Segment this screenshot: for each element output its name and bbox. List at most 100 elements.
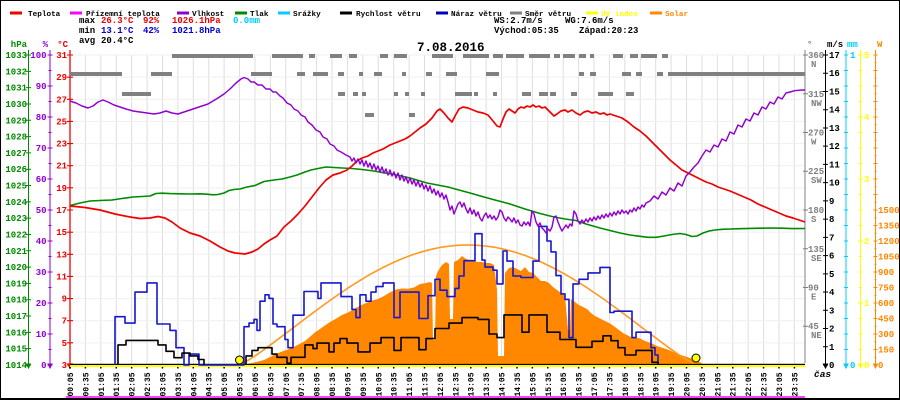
svg-text:01:05: 01:05 [98, 372, 107, 396]
svg-text:14:35: 14:35 [514, 372, 523, 396]
svg-text:3: 3 [62, 361, 67, 371]
svg-text:UV index: UV index [601, 11, 638, 19]
svg-text:225: 225 [808, 167, 824, 177]
svg-text:22:05: 22:05 [745, 372, 754, 396]
svg-text:04:05: 04:05 [190, 372, 199, 396]
svg-text:19: 19 [56, 184, 67, 194]
svg-text:03:05: 03:05 [160, 372, 169, 396]
svg-text:°: ° [807, 40, 812, 50]
svg-text:1016: 1016 [5, 328, 27, 338]
svg-text:17: 17 [56, 206, 67, 216]
svg-text:5: 5 [829, 270, 834, 280]
svg-text:15: 15 [829, 88, 840, 98]
svg-text:150: 150 [878, 346, 894, 356]
svg-text:05:35: 05:35 [237, 372, 246, 396]
svg-text:1019: 1019 [5, 279, 27, 289]
svg-text:1030: 1030 [5, 100, 27, 110]
svg-text:09:05: 09:05 [344, 372, 353, 396]
svg-text:13: 13 [56, 250, 67, 260]
svg-text:hPa: hPa [11, 40, 28, 50]
svg-text:Směr větru: Směr větru [525, 11, 572, 19]
svg-text:50: 50 [36, 206, 47, 216]
svg-text:00:05: 00:05 [67, 372, 76, 396]
svg-text:20:35: 20:35 [699, 372, 708, 396]
svg-text:0: 0 [41, 361, 46, 371]
svg-text:15:05: 15:05 [529, 372, 538, 396]
svg-text:21: 21 [56, 162, 67, 172]
svg-text:03:35: 03:35 [175, 372, 184, 396]
svg-text:15:35: 15:35 [545, 372, 554, 396]
svg-text:29: 29 [56, 73, 67, 83]
svg-text:1: 1 [829, 343, 835, 353]
svg-text:E: E [811, 293, 817, 303]
svg-text:3: 3 [829, 306, 834, 316]
svg-text:07:05: 07:05 [283, 372, 292, 396]
svg-text:42%: 42% [143, 26, 160, 36]
svg-text:Rychlost větru: Rychlost větru [356, 11, 421, 19]
svg-text:Východ:05:35: Východ:05:35 [494, 26, 559, 36]
svg-text:°C: °C [57, 40, 68, 50]
svg-text:13: 13 [829, 124, 840, 134]
svg-text:4: 4 [829, 288, 835, 298]
svg-text:1350: 1350 [878, 222, 900, 232]
svg-text:11: 11 [829, 160, 840, 170]
svg-text:Přízemní teplota: Přízemní teplota [86, 11, 160, 19]
svg-text:1: 1 [864, 299, 870, 309]
svg-text:17: 17 [829, 51, 840, 61]
svg-text:23: 23 [56, 140, 67, 150]
svg-text:180: 180 [808, 206, 824, 216]
svg-text:5: 5 [62, 339, 67, 349]
svg-text:Srážky: Srážky [293, 11, 321, 19]
svg-text:3: 3 [864, 175, 869, 185]
svg-text:45: 45 [808, 322, 819, 332]
svg-text:270: 270 [808, 129, 824, 139]
svg-text:W: W [811, 138, 817, 148]
svg-text:1024: 1024 [5, 198, 27, 208]
svg-text:0: 0 [878, 361, 883, 371]
svg-text:7: 7 [829, 233, 834, 243]
svg-text:15: 15 [56, 228, 67, 238]
svg-text:18:35: 18:35 [637, 372, 646, 396]
svg-text:1021.8hPa: 1021.8hPa [172, 26, 221, 36]
svg-text:0.0mm: 0.0mm [233, 16, 261, 26]
svg-text:14: 14 [829, 106, 840, 116]
svg-text:1025: 1025 [5, 182, 27, 192]
svg-text:1021: 1021 [5, 247, 27, 257]
svg-text:WG:7.6m/s: WG:7.6m/s [565, 16, 614, 26]
svg-text:80: 80 [36, 113, 47, 123]
svg-text:9: 9 [62, 295, 67, 305]
svg-text:06:05: 06:05 [252, 372, 261, 396]
svg-text:0: 0 [850, 361, 855, 371]
svg-text:Tlak: Tlak [250, 11, 269, 19]
svg-text:13:35: 13:35 [483, 372, 492, 396]
svg-text:%: % [43, 40, 49, 50]
svg-text:70: 70 [36, 144, 47, 154]
svg-text:13.1°C: 13.1°C [101, 26, 134, 36]
svg-text:08:35: 08:35 [329, 372, 338, 396]
svg-text:12:05: 12:05 [437, 372, 446, 396]
svg-text:135: 135 [808, 245, 824, 255]
svg-text:20: 20 [36, 299, 47, 309]
svg-text:00:35: 00:35 [82, 372, 91, 396]
svg-text:WS:2.7m/s: WS:2.7m/s [494, 16, 543, 26]
svg-text:13:05: 13:05 [468, 372, 477, 396]
svg-text:N: N [811, 60, 816, 70]
svg-text:9: 9 [829, 197, 834, 207]
svg-text:10: 10 [829, 179, 840, 189]
svg-text:1017: 1017 [5, 312, 27, 322]
svg-text:16:35: 16:35 [576, 372, 585, 396]
svg-text:avg: avg [79, 36, 95, 46]
svg-text:450: 450 [878, 315, 894, 325]
svg-text:1023: 1023 [5, 214, 27, 224]
svg-text:27: 27 [56, 95, 67, 105]
svg-text:02:05: 02:05 [129, 372, 138, 396]
svg-text:02:35: 02:35 [144, 372, 153, 396]
svg-text:Solar: Solar [665, 11, 688, 19]
svg-text:21:05: 21:05 [714, 372, 723, 396]
svg-text:25: 25 [56, 117, 67, 127]
svg-text:1026.1hPa: 1026.1hPa [172, 16, 221, 26]
svg-text:1014: 1014 [5, 361, 27, 371]
svg-text:7.08.2016: 7.08.2016 [417, 41, 485, 55]
svg-text:Západ:20:23: Západ:20:23 [579, 26, 638, 36]
svg-text:08:05: 08:05 [314, 372, 323, 396]
